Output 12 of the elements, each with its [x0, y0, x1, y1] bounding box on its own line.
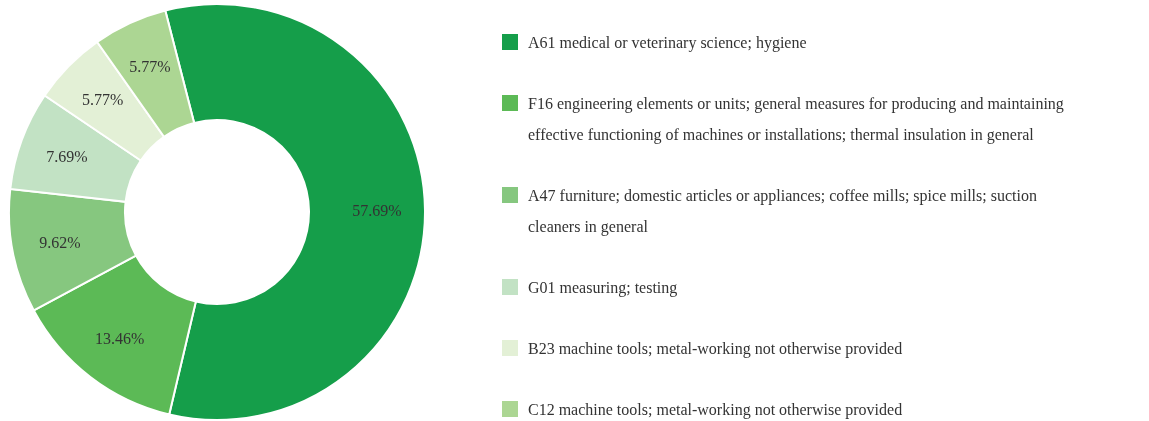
- data-label: 7.69%: [46, 148, 88, 166]
- legend-label: B23 machine tools; metal-working not otherwise provided: [528, 339, 903, 358]
- data-label: 5.77%: [129, 58, 171, 76]
- data-label: 9.62%: [39, 233, 81, 251]
- legend-label: F16 engineering elements or units; general measures for producing and maintaining effective functioning of machines or installations; thermal insulation in general: [528, 94, 1064, 144]
- legend-label: C12 machine tools; metal-working not otherwise provided: [528, 400, 903, 419]
- data-label: 13.46%: [94, 330, 145, 348]
- legend-label: G01 measuring; testing: [528, 278, 678, 297]
- data-label: 5.77%: [82, 91, 124, 109]
- data-label: 57.69%: [352, 201, 402, 219]
- legend-label: A47 furniture; domestic articles or appliances; coffee mills; spice mills; suction cleaners in general: [528, 186, 1037, 236]
- legend-label: A61 medical or veterinary science; hygiene: [528, 33, 807, 52]
